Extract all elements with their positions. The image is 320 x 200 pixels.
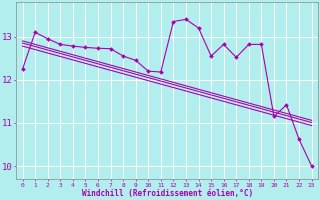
X-axis label: Windchill (Refroidissement éolien,°C): Windchill (Refroidissement éolien,°C) — [82, 189, 253, 198]
